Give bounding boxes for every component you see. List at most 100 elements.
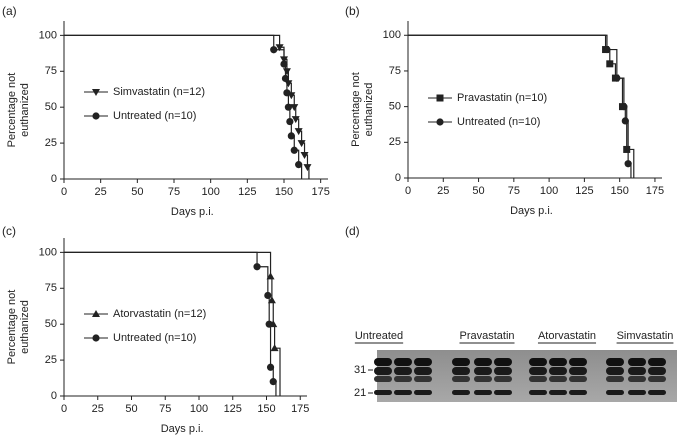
x-tick-label: 25 xyxy=(95,186,107,198)
band xyxy=(414,358,432,366)
y-tick-label: 75 xyxy=(45,65,57,77)
legend-label: Pravastatin (n=10) xyxy=(457,92,547,104)
band xyxy=(569,390,587,395)
x-tick-label: 75 xyxy=(159,403,171,415)
band xyxy=(569,367,587,375)
y-tick-label: 0 xyxy=(395,172,401,184)
band xyxy=(549,390,567,395)
band xyxy=(648,390,666,395)
x-tick-label: 100 xyxy=(540,185,558,197)
band xyxy=(628,358,646,366)
marker xyxy=(291,116,300,124)
marker xyxy=(264,291,272,300)
y-tick-label: 75 xyxy=(45,282,57,294)
marker xyxy=(275,44,284,52)
y-tick-label: 25 xyxy=(389,136,401,148)
marker xyxy=(270,344,279,352)
marker xyxy=(284,103,292,111)
survival-line xyxy=(64,34,303,179)
legend-marker xyxy=(92,334,100,342)
y-tick-label: 100 xyxy=(39,246,57,258)
lane-label: Pravastatin xyxy=(459,330,514,342)
x-tick-label: 175 xyxy=(311,186,329,198)
x-tick-label: 125 xyxy=(224,403,242,415)
marker xyxy=(603,45,611,54)
band xyxy=(474,358,492,366)
y-tick-label: 25 xyxy=(45,137,57,149)
band xyxy=(474,376,492,382)
x-tick-label: 0 xyxy=(405,185,411,197)
x-tick-label: 150 xyxy=(275,186,293,198)
marker xyxy=(267,296,276,304)
marker xyxy=(290,146,298,154)
band xyxy=(549,367,567,375)
y-axis-label: euthanized xyxy=(19,83,31,137)
x-axis-label: Days p.i. xyxy=(161,423,204,435)
band xyxy=(414,376,432,382)
marker xyxy=(623,145,631,153)
lane-label: Simvastatin xyxy=(617,330,674,342)
marker xyxy=(286,117,294,126)
legend-marker xyxy=(436,94,444,102)
y-axis-label: euthanized xyxy=(19,300,31,354)
size-marker: 21 xyxy=(354,387,366,399)
y-axis-label: Percentage not xyxy=(6,73,18,148)
y-tick-label: 0 xyxy=(51,390,57,402)
band xyxy=(606,390,624,395)
x-tick-label: 75 xyxy=(168,186,180,198)
band xyxy=(494,358,512,366)
band xyxy=(374,358,392,366)
legend-label: Untreated (n=10) xyxy=(457,116,540,128)
marker xyxy=(266,272,275,280)
y-tick-label: 75 xyxy=(389,65,401,77)
y-tick-label: 25 xyxy=(45,354,57,366)
y-tick-label: 50 xyxy=(45,318,57,330)
band xyxy=(414,390,432,395)
y-tick-label: 0 xyxy=(51,173,57,185)
marker xyxy=(294,128,303,136)
lane-label: Atorvastatin xyxy=(538,330,596,342)
band xyxy=(549,358,567,366)
survival-line xyxy=(64,251,281,396)
marker xyxy=(253,263,261,271)
band xyxy=(452,376,470,382)
legend-label: Atorvastatin (n=12) xyxy=(113,308,206,320)
band xyxy=(529,390,547,395)
band xyxy=(606,376,624,382)
x-tick-label: 50 xyxy=(131,186,143,198)
band xyxy=(529,367,547,375)
band xyxy=(474,367,492,375)
y-tick-label: 100 xyxy=(39,29,57,41)
blot-bands xyxy=(374,358,666,395)
band xyxy=(549,376,567,382)
marker xyxy=(303,164,312,172)
band xyxy=(569,376,587,382)
band xyxy=(628,376,646,382)
marker xyxy=(266,363,275,371)
marker xyxy=(295,161,303,169)
marker xyxy=(290,104,299,112)
marker xyxy=(281,74,290,83)
band xyxy=(648,358,666,366)
marker xyxy=(613,74,621,82)
x-tick-label: 0 xyxy=(61,403,67,415)
band xyxy=(394,358,412,366)
marker xyxy=(282,68,291,76)
survival-line xyxy=(64,251,277,396)
band xyxy=(374,367,392,375)
band xyxy=(394,367,412,375)
panel-label: (c) xyxy=(2,224,16,238)
panel-label: (d) xyxy=(345,224,360,238)
x-tick-label: 0 xyxy=(61,186,67,198)
marker xyxy=(283,89,291,97)
band xyxy=(569,358,587,366)
size-marker: 31 xyxy=(354,364,366,376)
y-axis-label: Percentage not xyxy=(350,72,362,147)
band xyxy=(529,376,547,382)
marker xyxy=(265,320,273,328)
marker xyxy=(270,46,278,54)
band xyxy=(529,358,547,366)
legend-marker xyxy=(92,112,100,120)
marker xyxy=(280,60,288,68)
